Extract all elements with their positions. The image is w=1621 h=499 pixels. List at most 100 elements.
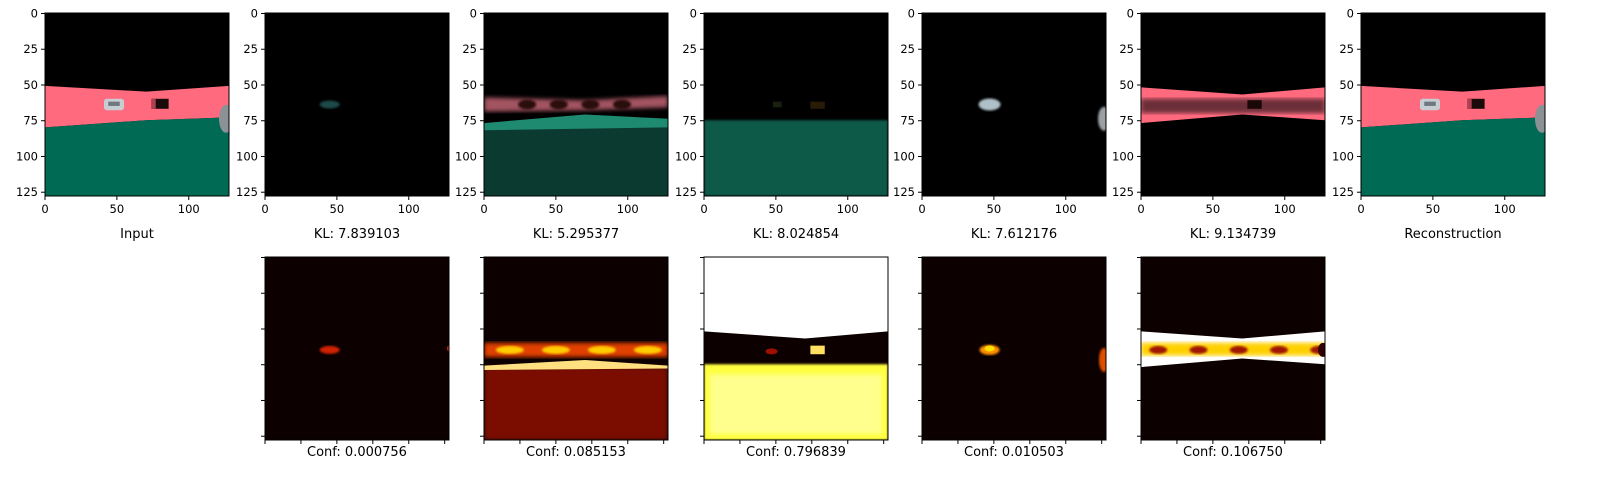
y-tick-label: 100: [893, 149, 915, 163]
x-tick-label: 0: [918, 202, 925, 216]
x-tick-label: 50: [987, 202, 1002, 216]
slot-4-image: [922, 13, 1106, 196]
y-tick-label: 125: [16, 185, 38, 199]
y-tick-label: 25: [1119, 42, 1134, 56]
y-tick-label: 100: [455, 149, 477, 163]
y-tick-label: 100: [1332, 149, 1354, 163]
x-tick-label: 0: [41, 202, 48, 216]
y-tick-label: 0: [908, 7, 915, 21]
y-tick-label: 75: [1339, 114, 1354, 128]
panel-caption: KL: 5.295377: [533, 227, 619, 242]
y-tick-label: 125: [1112, 185, 1134, 199]
mask-5-ticks: [1137, 257, 1322, 444]
x-tick-label: 0: [1137, 202, 1144, 216]
y-tick-label: 50: [462, 78, 477, 92]
x-tick-label: 100: [178, 202, 200, 216]
x-tick-label: 50: [110, 202, 125, 216]
panel-mask-1: Conf: 0.000756: [261, 256, 450, 460]
y-tick-label: 125: [455, 185, 477, 199]
panel-mask-5: Conf: 0.106750: [1137, 256, 1326, 460]
reconstruction-image: [1361, 13, 1545, 196]
y-tick-label: 100: [236, 149, 258, 163]
y-tick-label: 100: [16, 149, 38, 163]
y-tick-label: 0: [470, 7, 477, 21]
mask-4-ticks: [918, 257, 1103, 444]
x-tick-label: 0: [480, 202, 487, 216]
mask-5-heatmap: [1141, 257, 1325, 440]
slot-3-image: [704, 13, 888, 196]
slot-2-image: [484, 13, 668, 196]
panel-caption: KL: 7.612176: [971, 227, 1057, 242]
mask-1-ticks: [261, 257, 446, 444]
x-tick-label: 100: [617, 202, 639, 216]
mask-4-heatmap: [922, 257, 1106, 440]
y-tick-label: 75: [243, 114, 258, 128]
slot-1-image: [265, 13, 449, 196]
y-tick-label: 75: [23, 114, 38, 128]
mask-caption: Conf: 0.085153: [526, 445, 626, 460]
y-tick-label: 100: [1112, 149, 1134, 163]
x-tick-label: 100: [398, 202, 420, 216]
panel-mask-3: Conf: 0.796839: [700, 256, 889, 460]
x-tick-label: 50: [549, 202, 564, 216]
mask-caption: Conf: 0.796839: [746, 445, 846, 460]
mask-3-ticks: [700, 257, 885, 444]
y-tick-label: 75: [900, 114, 915, 128]
x-tick-label: 0: [700, 202, 707, 216]
x-tick-label: 50: [1206, 202, 1221, 216]
panel-mask-2: Conf: 0.085153: [480, 256, 669, 460]
y-tick-label: 75: [462, 114, 477, 128]
x-tick-label: 100: [1055, 202, 1077, 216]
y-tick-label: 50: [682, 78, 697, 92]
panel-caption: Input: [120, 227, 154, 242]
slot-5-image: [1141, 13, 1325, 196]
mask-1-heatmap: [265, 257, 449, 440]
panel-caption: KL: 8.024854: [753, 227, 839, 242]
panel-caption: KL: 9.134739: [1190, 227, 1276, 242]
mask-2-heatmap: [484, 257, 668, 440]
x-tick-label: 50: [769, 202, 784, 216]
y-tick-label: 50: [243, 78, 258, 92]
panel-mask-4: Conf: 0.010503: [918, 256, 1107, 460]
x-tick-label: 100: [837, 202, 859, 216]
y-tick-label: 50: [1339, 78, 1354, 92]
y-tick-label: 50: [900, 78, 915, 92]
y-tick-label: 125: [1332, 185, 1354, 199]
x-tick-label: 50: [330, 202, 345, 216]
y-tick-label: 50: [23, 78, 38, 92]
y-tick-label: 25: [682, 42, 697, 56]
y-tick-label: 0: [690, 7, 697, 21]
panel-caption: Reconstruction: [1404, 227, 1501, 242]
y-tick-label: 25: [243, 42, 258, 56]
x-tick-label: 100: [1274, 202, 1296, 216]
y-tick-label: 75: [682, 114, 697, 128]
y-tick-label: 50: [1119, 78, 1134, 92]
mask-caption: Conf: 0.000756: [307, 445, 407, 460]
y-tick-label: 75: [1119, 114, 1134, 128]
x-tick-label: 0: [261, 202, 268, 216]
y-tick-label: 0: [1347, 7, 1354, 21]
y-tick-label: 125: [675, 185, 697, 199]
y-tick-label: 25: [23, 42, 38, 56]
y-tick-label: 125: [236, 185, 258, 199]
panel-caption: KL: 7.839103: [314, 227, 400, 242]
x-tick-label: 0: [1357, 202, 1364, 216]
y-tick-label: 125: [893, 185, 915, 199]
mask-caption: Conf: 0.106750: [1183, 445, 1283, 460]
